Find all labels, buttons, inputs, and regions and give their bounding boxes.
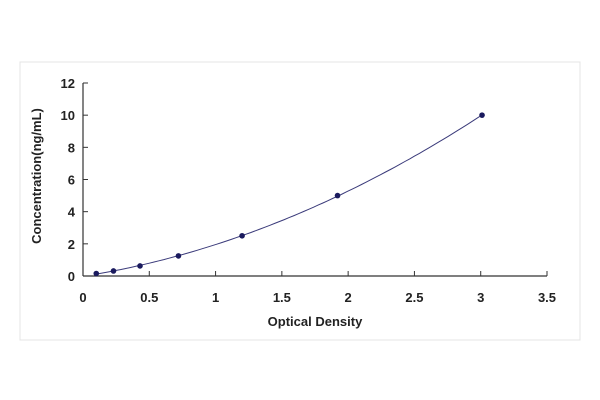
chart-frame [19,61,581,341]
data-points [93,112,485,277]
x-tick-label: 1 [212,290,219,305]
x-tick-label: 1.5 [273,290,291,305]
y-tick-label: 2 [68,237,75,252]
y-tick-label: 10 [61,108,75,123]
y-axis-label: Concentration(ng/mL) [29,108,44,244]
x-tick-label: 2 [345,290,352,305]
x-tick-label: 0 [79,290,86,305]
x-axis-label: Optical Density [268,314,363,329]
fit-curve [96,114,483,275]
x-tick-label: 3 [477,290,484,305]
data-point [93,270,100,277]
data-point [110,268,117,274]
axes: 0 0.5 1 1.5 2 2.5 3 3.5 0 2 4 6 8 10 12 [61,76,557,305]
y-tick-label: 6 [68,173,75,188]
data-point [334,192,341,199]
fit-curve-line [96,114,483,275]
x-tick-label: 2.5 [405,290,423,305]
x-tick-label: 0.5 [140,290,158,305]
y-tick-label: 8 [68,140,75,155]
data-point [239,232,245,239]
data-point [137,263,143,269]
y-tick-label: 12 [61,76,75,91]
x-tick-label: 3.5 [538,290,556,305]
y-tick-label: 0 [68,269,75,284]
y-tick-label: 4 [68,205,76,220]
data-point [175,253,182,259]
data-point [479,112,485,118]
